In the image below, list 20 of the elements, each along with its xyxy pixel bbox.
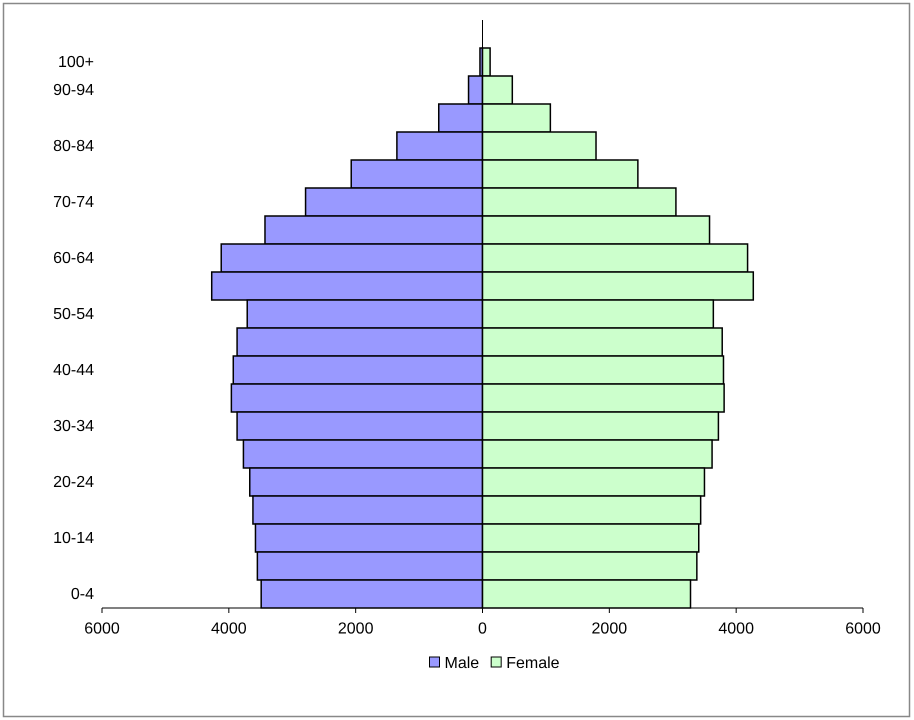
x-tick-label: 6000	[845, 620, 881, 638]
x-tick-label: 2000	[338, 620, 374, 638]
y-tick-label: 90-94	[53, 82, 94, 100]
legend-label: Female	[506, 655, 560, 672]
y-tick-label: 50-54	[53, 306, 94, 324]
y-tick-label: 70-74	[53, 194, 94, 212]
y-tick-label: 60-64	[53, 250, 94, 268]
y-tick-label: 80-84	[53, 138, 94, 156]
y-tick-label: 30-34	[53, 418, 94, 436]
x-tick-label: 6000	[84, 620, 120, 638]
x-tick-label: 4000	[718, 620, 754, 638]
y-tick-label: 0-4	[70, 586, 94, 604]
y-tick-label: 20-24	[53, 474, 94, 492]
x-tick-label: 4000	[211, 620, 247, 638]
x-tick-label: 2000	[592, 620, 628, 638]
x-tick-label: 0	[478, 620, 488, 638]
y-tick-label: 10-14	[53, 530, 94, 548]
y-tick-label: 40-44	[53, 362, 94, 380]
y-tick-label: 100+	[58, 54, 94, 72]
legend-label: Male	[444, 655, 480, 672]
